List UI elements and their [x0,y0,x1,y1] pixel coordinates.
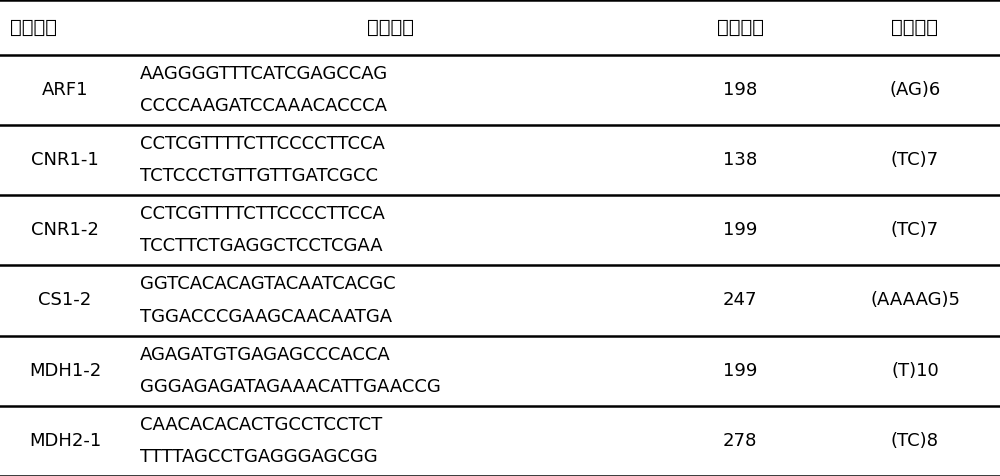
Text: ARF1: ARF1 [42,81,88,99]
Text: (TC)7: (TC)7 [891,221,939,239]
Text: 138: 138 [723,151,757,169]
Text: 引物序列: 引物序列 [366,18,414,37]
Text: GGGAGAGATAGAAACATTGAACCG: GGGAGAGATAGAAACATTGAACCG [140,378,441,396]
Text: TGGACCCGAAGCAACAATGA: TGGACCCGAAGCAACAATGA [140,307,392,326]
Text: CAACACACACTGCCTCCTCT: CAACACACACTGCCTCCTCT [140,416,382,434]
Text: 产物大小: 产物大小 [716,18,764,37]
Text: AGAGATGTGAGAGCCCACCA: AGAGATGTGAGAGCCCACCA [140,346,391,364]
Text: 199: 199 [723,221,757,239]
Text: (T)10: (T)10 [891,362,939,380]
Text: CCCCAAGATCCAAACACCCA: CCCCAAGATCCAAACACCCA [140,97,387,115]
Text: CNR1-2: CNR1-2 [31,221,99,239]
Text: 重复单元: 重复单元 [892,18,938,37]
Text: TCTCCCTGTTGTTGATCGCC: TCTCCCTGTTGTTGATCGCC [140,167,378,185]
Text: MDH1-2: MDH1-2 [29,362,101,380]
Text: (TC)7: (TC)7 [891,151,939,169]
Text: TCCTTCTGAGGCTCCTCGAA: TCCTTCTGAGGCTCCTCGAA [140,238,383,256]
Text: 198: 198 [723,81,757,99]
Text: AAGGGGTTTCATCGAGCCAG: AAGGGGTTTCATCGAGCCAG [140,65,388,83]
Text: CCTCGTTTTCTTCCCCTTCCA: CCTCGTTTTCTTCCCCTTCCA [140,205,385,223]
Text: 199: 199 [723,362,757,380]
Text: CNR1-1: CNR1-1 [31,151,99,169]
Text: GGTCACACAGTACAATCACGC: GGTCACACAGTACAATCACGC [140,275,396,293]
Text: 247: 247 [723,291,757,309]
Text: CCTCGTTTTCTTCCCCTTCCA: CCTCGTTTTCTTCCCCTTCCA [140,135,385,153]
Text: (TC)8: (TC)8 [891,432,939,450]
Text: (AAAAG)5: (AAAAG)5 [870,291,960,309]
Text: 278: 278 [723,432,757,450]
Text: CS1-2: CS1-2 [38,291,92,309]
Text: TTTTAGCCTGAGGGAGCGG: TTTTAGCCTGAGGGAGCGG [140,448,378,466]
Text: 引物名称: 引物名称 [10,18,57,37]
Text: (AG)6: (AG)6 [889,81,941,99]
Text: MDH2-1: MDH2-1 [29,432,101,450]
